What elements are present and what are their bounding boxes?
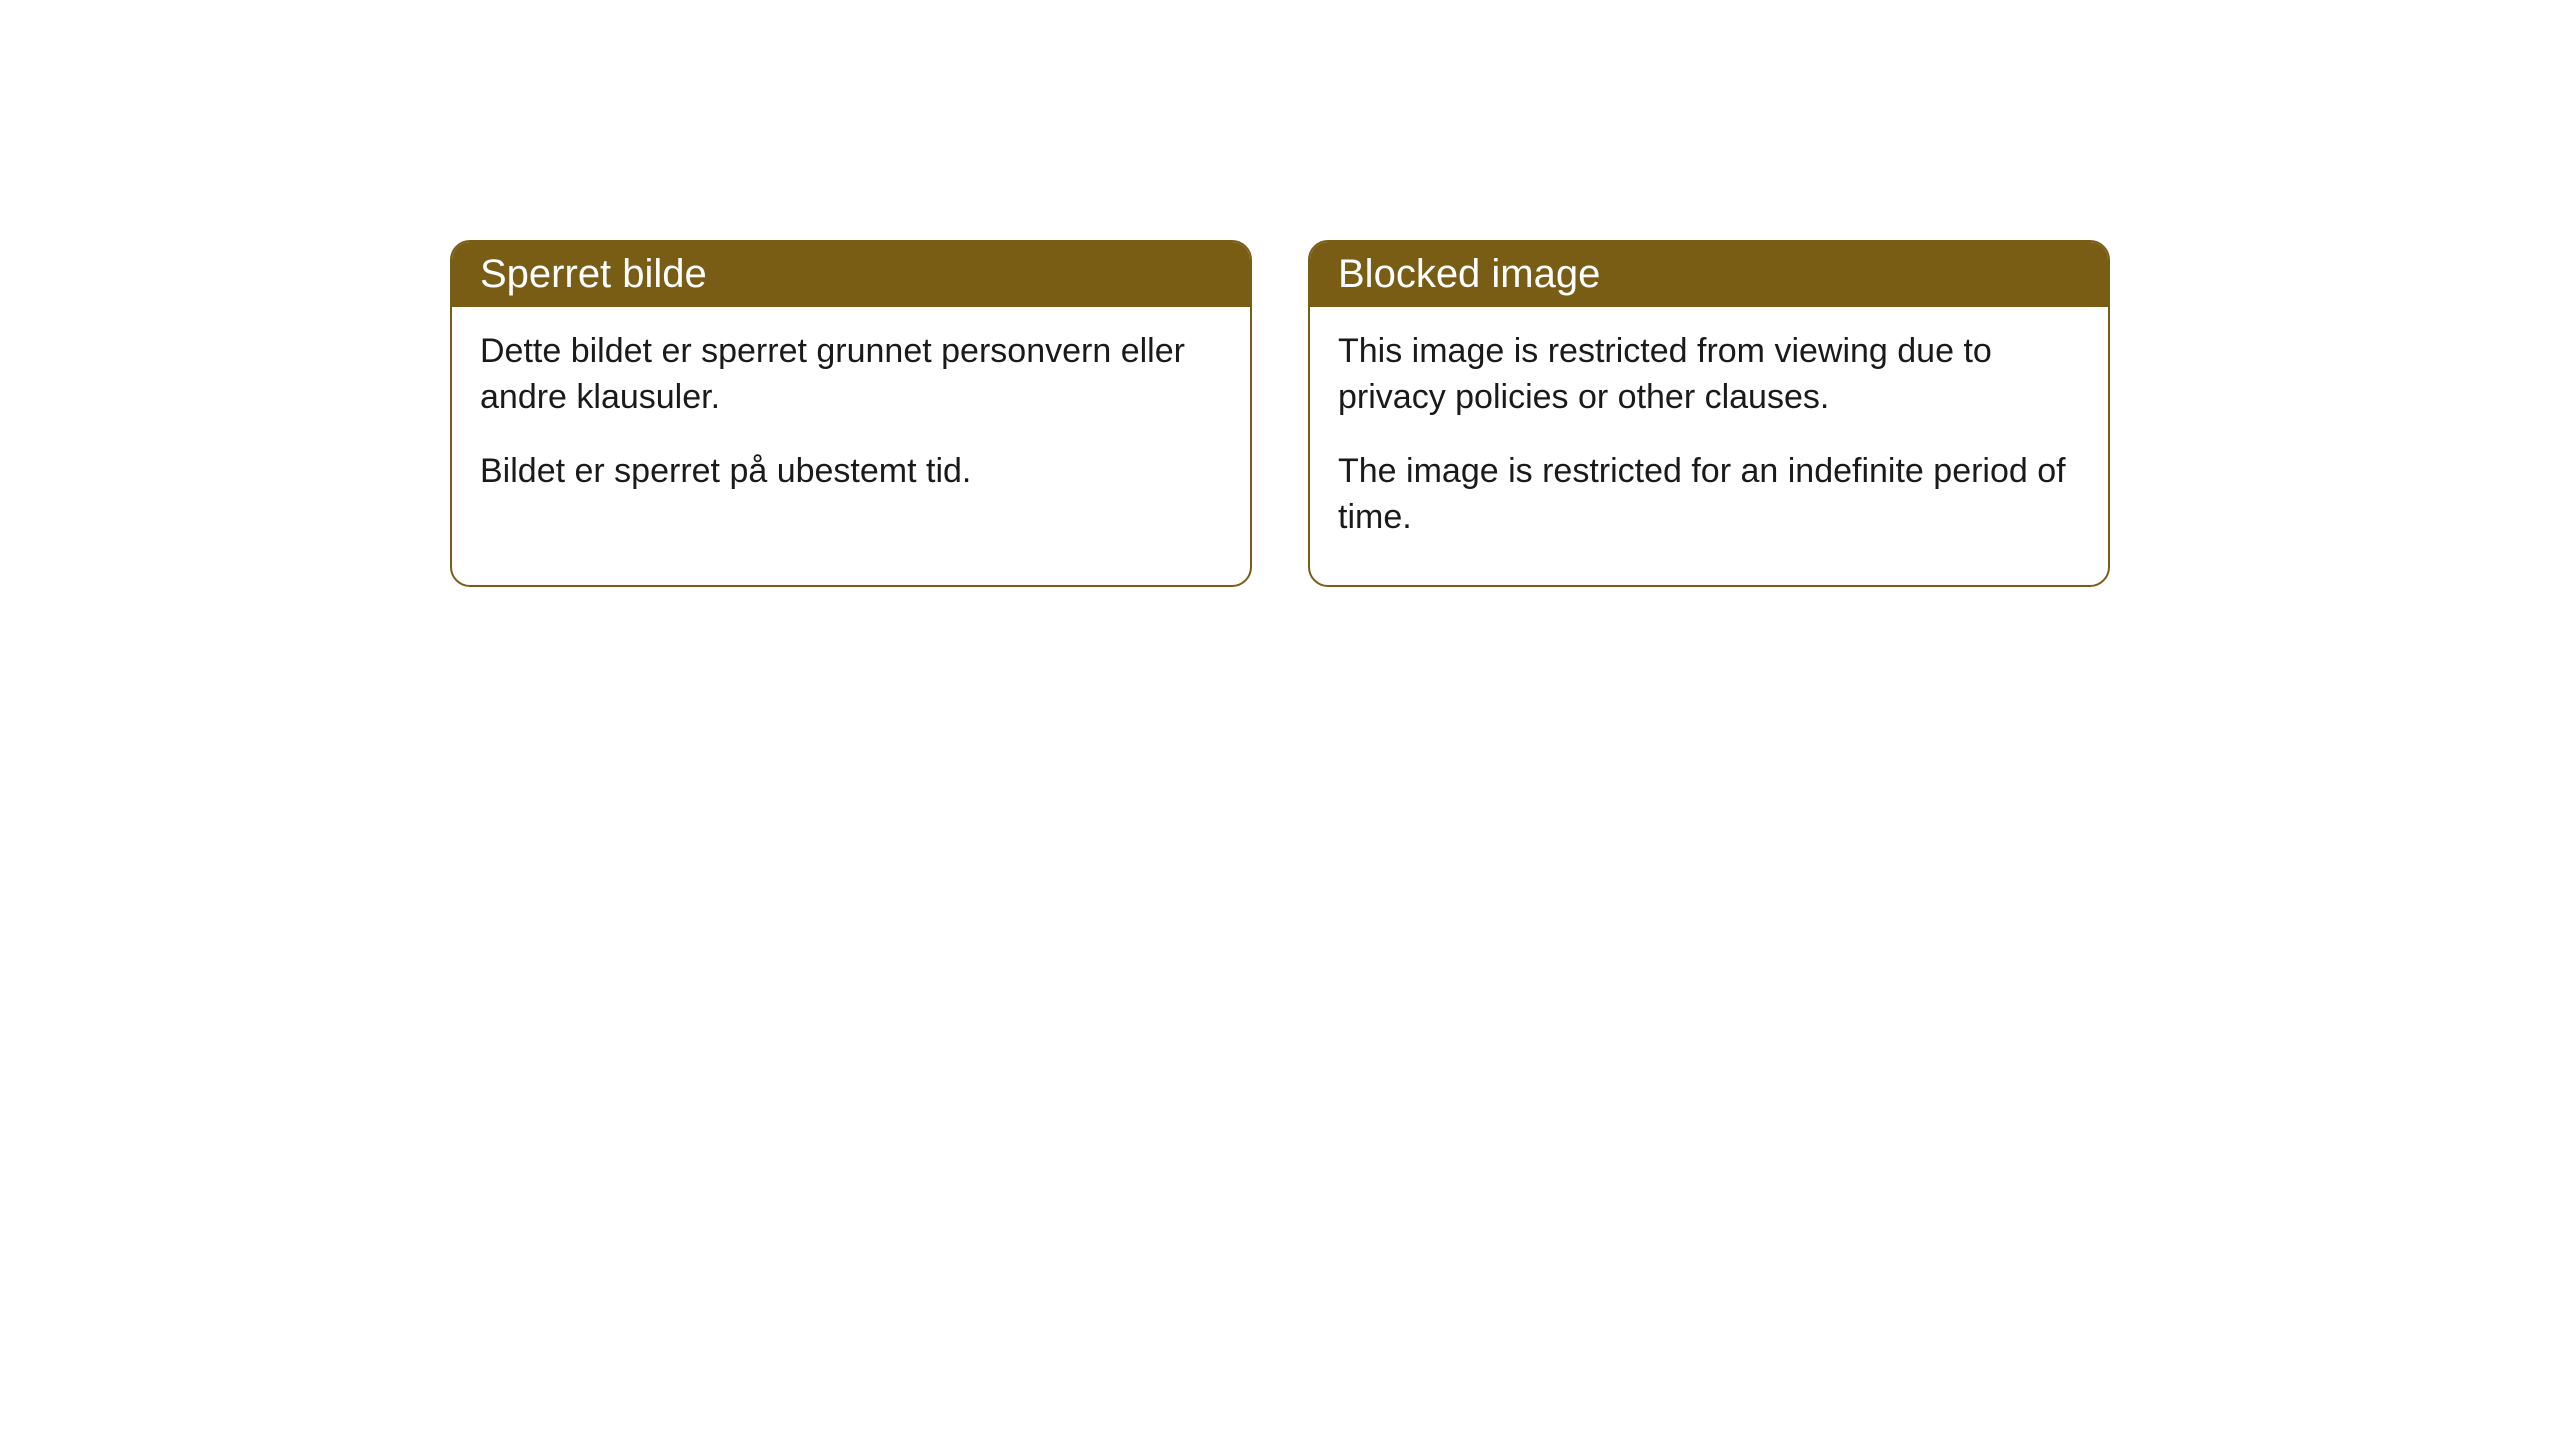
card-body-norwegian: Dette bildet er sperret grunnet personve… (452, 307, 1250, 539)
notice-cards-container: Sperret bilde Dette bildet er sperret gr… (450, 240, 2110, 587)
blocked-image-card-norwegian: Sperret bilde Dette bildet er sperret gr… (450, 240, 1252, 587)
card-title: Blocked image (1338, 252, 1600, 296)
card-paragraph-2: The image is restricted for an indefinit… (1338, 449, 2080, 541)
blocked-image-card-english: Blocked image This image is restricted f… (1308, 240, 2110, 587)
card-paragraph-2: Bildet er sperret på ubestemt tid. (480, 449, 1222, 495)
card-paragraph-1: This image is restricted from viewing du… (1338, 329, 2080, 421)
card-paragraph-1: Dette bildet er sperret grunnet personve… (480, 329, 1222, 421)
card-body-english: This image is restricted from viewing du… (1310, 307, 2108, 585)
card-title: Sperret bilde (480, 252, 707, 296)
card-header-norwegian: Sperret bilde (452, 242, 1250, 307)
card-header-english: Blocked image (1310, 242, 2108, 307)
